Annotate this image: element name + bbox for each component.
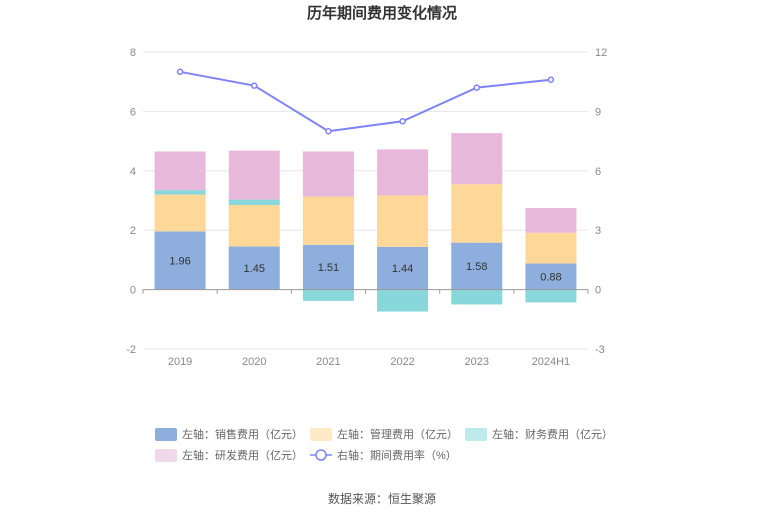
left-tick-label: -2 xyxy=(126,344,136,356)
bar-segment xyxy=(154,151,206,191)
line-point xyxy=(176,68,184,76)
bar-segment xyxy=(451,133,503,185)
x-tick-label: 2023 xyxy=(465,356,489,368)
right-tick-label: 6 xyxy=(595,166,601,178)
bar-segment xyxy=(451,184,503,243)
bar-segment xyxy=(451,242,503,290)
bar-segment xyxy=(525,207,577,233)
left-axis-ticks: -2 0 2 4 6 8 xyxy=(126,47,136,356)
bar-segment xyxy=(154,231,206,290)
legend-label: 右轴：期间费用率（%） xyxy=(337,448,457,462)
bar-segment xyxy=(228,204,280,247)
legend-swatch xyxy=(315,449,327,461)
legend-swatch xyxy=(310,428,332,441)
bar-segment xyxy=(451,289,503,305)
line-point xyxy=(251,82,258,89)
left-tick-label: 0 xyxy=(130,285,136,297)
bar-segment xyxy=(302,196,354,245)
x-tick-label: 2024H1 xyxy=(532,356,571,368)
bar-segment xyxy=(377,289,429,312)
x-tick-label: 2021 xyxy=(316,356,340,368)
bar-segment xyxy=(228,199,280,205)
data-label: 1.51 xyxy=(318,262,339,274)
grid-lines xyxy=(143,51,588,350)
left-tick-label: 6 xyxy=(130,106,136,118)
bar-segment xyxy=(302,151,354,197)
legend-label: 左轴：研发费用（亿元） xyxy=(182,448,303,462)
bar-segment xyxy=(377,149,429,196)
x-axis xyxy=(142,289,589,294)
bar-segment xyxy=(377,195,429,247)
x-axis-ticks: 2019 2020 2021 2022 2023 2024H1 xyxy=(168,356,570,368)
data-label: 0.88 xyxy=(540,272,561,284)
chart-title: 历年期间费用变化情况 xyxy=(307,4,457,22)
bar-segment xyxy=(525,289,577,303)
right-tick-label: 3 xyxy=(595,225,601,237)
right-axis-ticks: -3 0 3 6 9 12 xyxy=(595,47,607,356)
legend: 左轴：销售费用（亿元） 左轴：管理费用（亿元） 左轴：财务费用（亿元） 左轴：研发费用… xyxy=(155,427,613,462)
bar-segment xyxy=(154,194,206,232)
bar-segment xyxy=(377,246,429,290)
right-tick-label: 9 xyxy=(595,106,601,118)
x-tick-label: 2020 xyxy=(242,356,266,368)
right-tick-label: 12 xyxy=(595,47,607,59)
line-path xyxy=(179,70,552,133)
bar-segment xyxy=(154,190,206,195)
right-tick-label: -3 xyxy=(595,344,605,356)
bar-segment xyxy=(228,246,280,290)
bar-segment xyxy=(302,289,354,301)
left-tick-label: 2 xyxy=(130,225,136,237)
bar-series xyxy=(154,133,577,312)
data-label: 1.45 xyxy=(244,263,265,275)
line-point xyxy=(325,127,332,135)
x-tick-label: 2022 xyxy=(390,356,414,368)
legend-label: 左轴：销售费用（亿元） xyxy=(182,427,303,441)
line-point xyxy=(473,84,480,91)
data-label: 1.58 xyxy=(466,261,487,273)
bar-segment xyxy=(525,232,577,264)
data-labels: 1.96 1.45 1.51 1.44 1.58 0.88 xyxy=(169,255,561,283)
legend-label: 左轴：管理费用（亿元） xyxy=(337,427,458,441)
bar-segment xyxy=(525,263,577,290)
left-tick-label: 4 xyxy=(130,166,136,178)
x-tick-label: 2019 xyxy=(168,356,192,368)
bar-segment xyxy=(228,150,280,200)
right-tick-label: 0 xyxy=(595,285,601,297)
legend-label: 左轴：财务费用（亿元） xyxy=(492,427,613,441)
data-label: 1.96 xyxy=(169,255,190,267)
line-point xyxy=(547,76,555,83)
legend-swatch xyxy=(155,449,177,462)
legend-swatch xyxy=(155,428,177,441)
expense-ratio-line xyxy=(176,68,555,135)
source-note: 数据来源：恒生聚源 xyxy=(328,491,436,506)
data-label: 1.44 xyxy=(392,263,413,275)
left-tick-label: 8 xyxy=(130,47,136,59)
legend-swatch xyxy=(465,428,487,441)
line-point xyxy=(399,118,406,125)
bar-segment xyxy=(302,244,354,290)
